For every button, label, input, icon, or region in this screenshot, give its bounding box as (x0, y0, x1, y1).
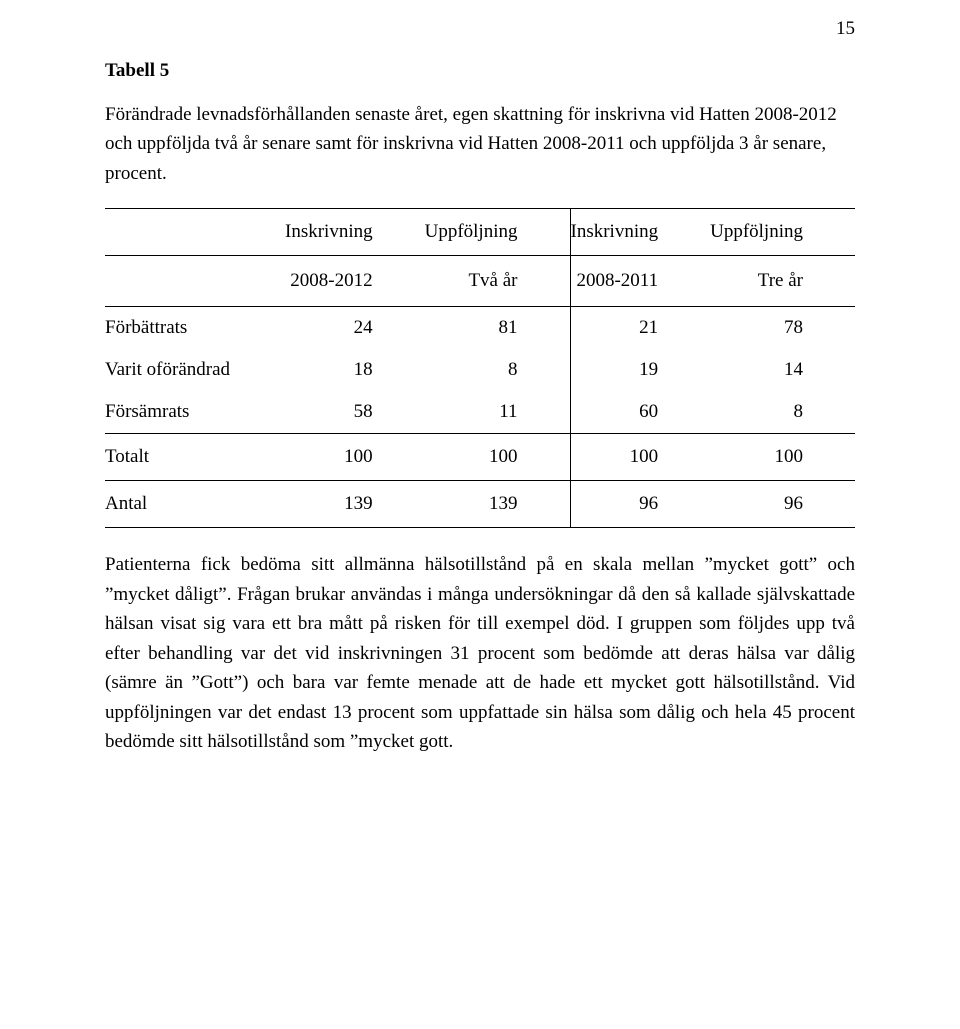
col-header: Uppföljning (710, 209, 855, 256)
cell: 96 (570, 481, 710, 528)
col-subheader: 2008-2012 (285, 256, 425, 307)
table-row: Försämrats 58 11 60 8 (105, 391, 855, 434)
col-subheader: Tre år (710, 256, 855, 307)
table-title: Tabell 5 (105, 60, 855, 82)
cell: 100 (570, 434, 710, 481)
table-total-row: Totalt 100 100 100 100 (105, 434, 855, 481)
data-table: Inskrivning Uppföljning Inskrivning Uppf… (105, 208, 855, 528)
cell: 24 (285, 307, 425, 350)
cell: 60 (570, 391, 710, 434)
cell: 78 (710, 307, 855, 350)
row-label: Antal (105, 481, 285, 528)
col-header: Inskrivning (570, 209, 710, 256)
cell: 11 (425, 391, 570, 434)
cell: 139 (425, 481, 570, 528)
cell: 139 (285, 481, 425, 528)
col-subheader: Två år (425, 256, 570, 307)
col-header: Inskrivning (285, 209, 425, 256)
row-label: Varit oförändrad (105, 349, 285, 391)
cell: 8 (710, 391, 855, 434)
col-subheader: 2008-2011 (570, 256, 710, 307)
cell: 100 (425, 434, 570, 481)
table-header-row: Inskrivning Uppföljning Inskrivning Uppf… (105, 209, 855, 256)
cell: 96 (710, 481, 855, 528)
row-label: Totalt (105, 434, 285, 481)
page-number: 15 (836, 18, 855, 40)
cell: 81 (425, 307, 570, 350)
cell: 100 (710, 434, 855, 481)
row-label: Förbättrats (105, 307, 285, 350)
cell: 18 (285, 349, 425, 391)
row-label: Försämrats (105, 391, 285, 434)
body-paragraph: Patienterna fick bedöma sitt allmänna hä… (105, 550, 855, 756)
cell: 8 (425, 349, 570, 391)
cell: 19 (570, 349, 710, 391)
table-caption: Förändrade levnadsförhållanden senaste å… (105, 100, 855, 188)
col-header: Uppföljning (425, 209, 570, 256)
cell: 58 (285, 391, 425, 434)
table-count-row: Antal 139 139 96 96 (105, 481, 855, 528)
table-row: Varit oförändrad 18 8 19 14 (105, 349, 855, 391)
cell: 14 (710, 349, 855, 391)
table-subheader-row: 2008-2012 Två år 2008-2011 Tre år (105, 256, 855, 307)
table-row: Förbättrats 24 81 21 78 (105, 307, 855, 350)
cell: 100 (285, 434, 425, 481)
cell: 21 (570, 307, 710, 350)
